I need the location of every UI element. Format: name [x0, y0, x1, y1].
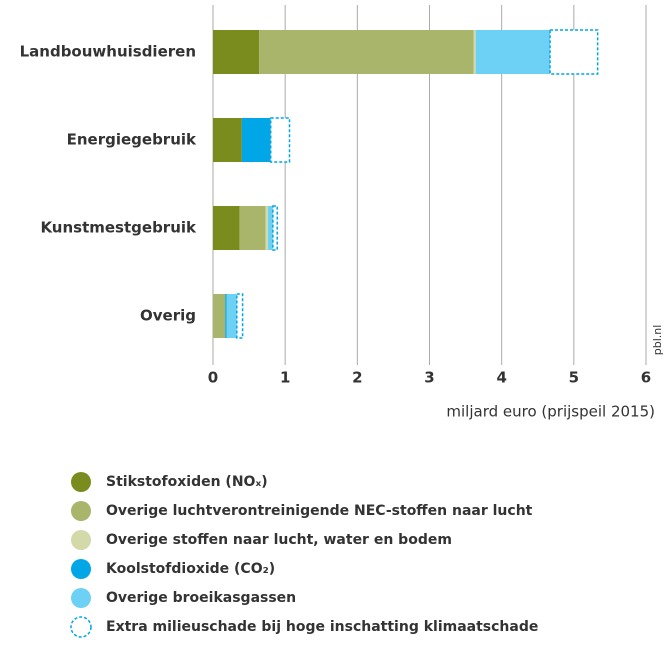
legend-label: Overige broeikasgassen [106, 590, 296, 606]
bar-segment [226, 294, 237, 338]
x-tick-label: 6 [641, 369, 651, 387]
bar-segment [213, 30, 260, 74]
bar-segment [236, 293, 244, 339]
source: pbl.nl [651, 325, 664, 356]
bar-segment [473, 30, 476, 74]
legend-label: Stikstofoxiden (NOₓ) [106, 474, 268, 490]
legend-swatch [71, 530, 91, 550]
bar-segment [272, 205, 278, 251]
y-tick-label: Kunstmestgebruik [40, 219, 197, 237]
bar-segment [225, 294, 227, 338]
bar-segment [475, 30, 551, 74]
bar-segment [267, 206, 273, 250]
legend-label: Extra milieuschade bij hoge inschatting … [106, 619, 538, 635]
y-tick-label: Energiegebruik [67, 131, 197, 149]
x-tick-label: 0 [208, 369, 218, 387]
legend-swatch [71, 559, 91, 579]
x-axis-label: miljard euro (prijspeil 2015) [446, 403, 655, 421]
legend-label: Overige stoffen naar lucht, water en bod… [106, 532, 452, 548]
bar-segment [239, 206, 266, 250]
y-tick-label: Overig [140, 307, 196, 325]
legend-swatch [70, 616, 92, 638]
legend-label: Koolstofdioxide (CO₂) [106, 561, 275, 577]
legend-swatch [71, 472, 91, 492]
legend-swatch [71, 588, 91, 608]
bar-segment [213, 294, 226, 338]
y-tick-label: Landbouwhuisdieren [20, 43, 196, 61]
x-tick-label: 1 [280, 369, 290, 387]
bar-segment [269, 117, 291, 163]
bar-segment [213, 118, 242, 162]
legend-label: Overige luchtverontreinigende NEC-stoffe… [106, 503, 533, 519]
x-tick-label: 5 [569, 369, 579, 387]
bar-segment [265, 206, 268, 250]
bar-segment [259, 30, 474, 74]
x-tick-label: 2 [352, 369, 362, 387]
x-tick-label: 4 [496, 369, 506, 387]
bar-segment [213, 206, 240, 250]
bar-segment [241, 118, 271, 162]
x-tick-label: 3 [424, 369, 434, 387]
legend-swatch [71, 501, 91, 521]
bar-segment [549, 29, 599, 75]
